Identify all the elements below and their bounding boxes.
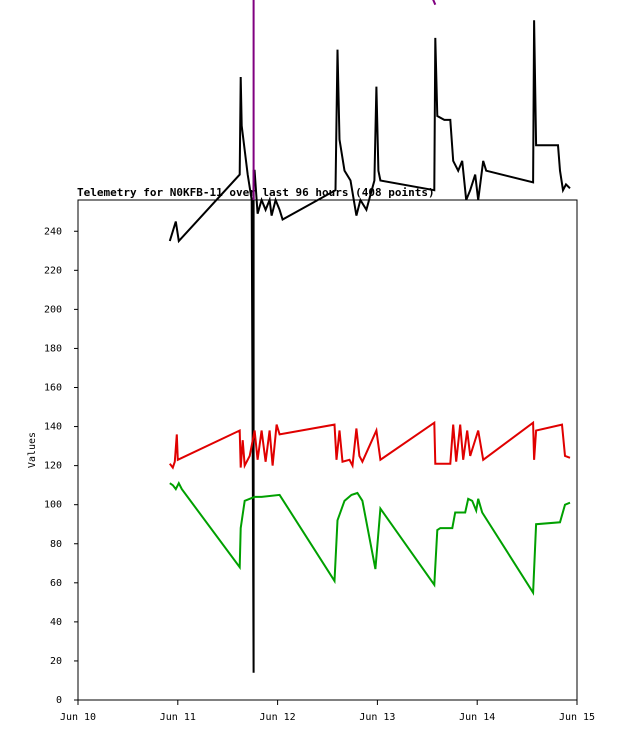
y-tick-label: 120 bbox=[44, 461, 62, 472]
y-tick-label: 80 bbox=[50, 539, 62, 550]
x-tick-label: Jun 14 bbox=[459, 712, 495, 723]
y-tick-label: 100 bbox=[44, 500, 62, 511]
series-line bbox=[169, 420, 571, 470]
x-tick-label: Jun 11 bbox=[160, 712, 196, 723]
y-tick-label: 40 bbox=[50, 617, 62, 628]
y-tick-label: 0 bbox=[56, 695, 62, 706]
y-tick-label: 160 bbox=[44, 383, 62, 394]
y-tick-label: 180 bbox=[44, 343, 62, 354]
series-line bbox=[169, 480, 571, 596]
series-line bbox=[252, 0, 437, 200]
y-tick-label: 220 bbox=[44, 265, 62, 276]
x-tick-label: Jun 10 bbox=[60, 712, 96, 723]
x-tick-label: Jun 13 bbox=[359, 712, 395, 723]
y-tick-label: 60 bbox=[50, 578, 62, 589]
x-tick-label: Jun 15 bbox=[559, 712, 595, 723]
y-tick-label: 200 bbox=[44, 304, 62, 315]
series-line bbox=[168, 20, 571, 673]
y-axis-label: Values bbox=[27, 432, 38, 468]
x-tick-label: Jun 12 bbox=[260, 712, 296, 723]
plot-frame bbox=[77, 199, 578, 701]
y-tick-label: 140 bbox=[44, 422, 62, 433]
y-tick-label: 240 bbox=[44, 226, 62, 237]
y-tick-label: 20 bbox=[50, 656, 62, 667]
